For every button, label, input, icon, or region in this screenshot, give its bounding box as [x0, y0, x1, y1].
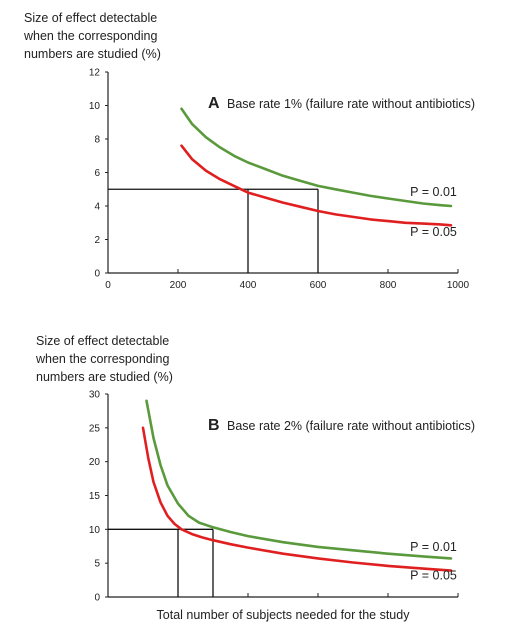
chart-a-y-axis-label: Size of effect detectable when the corre… — [24, 11, 161, 61]
chart-b-series-label: P = 0.01 — [410, 540, 457, 554]
chart-b-y-axis-label: Size of effect detectable when the corre… — [36, 334, 173, 384]
chart-a-x-tick-label: 600 — [310, 280, 327, 291]
chart-a-x-tick-label: 800 — [380, 280, 397, 291]
chart-b-y-tick-label: 25 — [89, 423, 101, 434]
chart-a-title-letter: A — [208, 95, 220, 112]
chart-a-series-label: P = 0.05 — [410, 225, 457, 239]
chart-a-series-label: P = 0.01 — [410, 185, 457, 199]
chart-b-title-text: Base rate 2% (failure rate without antib… — [227, 419, 475, 433]
chart-a-y-tick-label: 0 — [94, 269, 100, 280]
chart-b-y-tick-label: 0 — [94, 593, 100, 604]
chart-a-y-tick-label: 6 — [94, 168, 100, 179]
chart-b-y-tick-label: 20 — [89, 457, 101, 468]
chart-a-x-tick-label: 200 — [170, 280, 187, 291]
chart-b-y-tick-label: 10 — [89, 525, 101, 536]
chart-a-series-p001-line — [180, 107, 453, 208]
chart-b-y-tick-label: 5 — [94, 559, 100, 570]
chart-a-x-tick-label: 400 — [240, 280, 257, 291]
chart-a-x-tick-label: 0 — [105, 280, 111, 291]
chart-b-x-axis-label: Total number of subjects needed for the … — [156, 608, 410, 622]
chart-b-series-label: P = 0.05 — [410, 568, 457, 582]
chart-b-series-p001-line — [145, 399, 453, 560]
chart-a-x-tick-label: 1000 — [447, 280, 470, 291]
chart-a-series-p005-line — [180, 144, 453, 227]
chart-a-y-tick-label: 4 — [94, 202, 100, 213]
chart-a-y-tick-label: 12 — [89, 68, 101, 79]
chart-a-y-tick-label: 2 — [94, 235, 100, 246]
chart-b-title-letter: B — [208, 417, 220, 434]
chart-a-y-tick-label: 10 — [89, 101, 101, 112]
chart-b-y-tick-label: 15 — [89, 491, 101, 502]
chart-a-y-tick-label: 8 — [94, 135, 100, 146]
chart-b-series-p005-line — [141, 426, 453, 572]
chart-a-title-text: Base rate 1% (failure rate without antib… — [227, 97, 475, 111]
chart-b-y-tick-label: 30 — [89, 390, 101, 401]
